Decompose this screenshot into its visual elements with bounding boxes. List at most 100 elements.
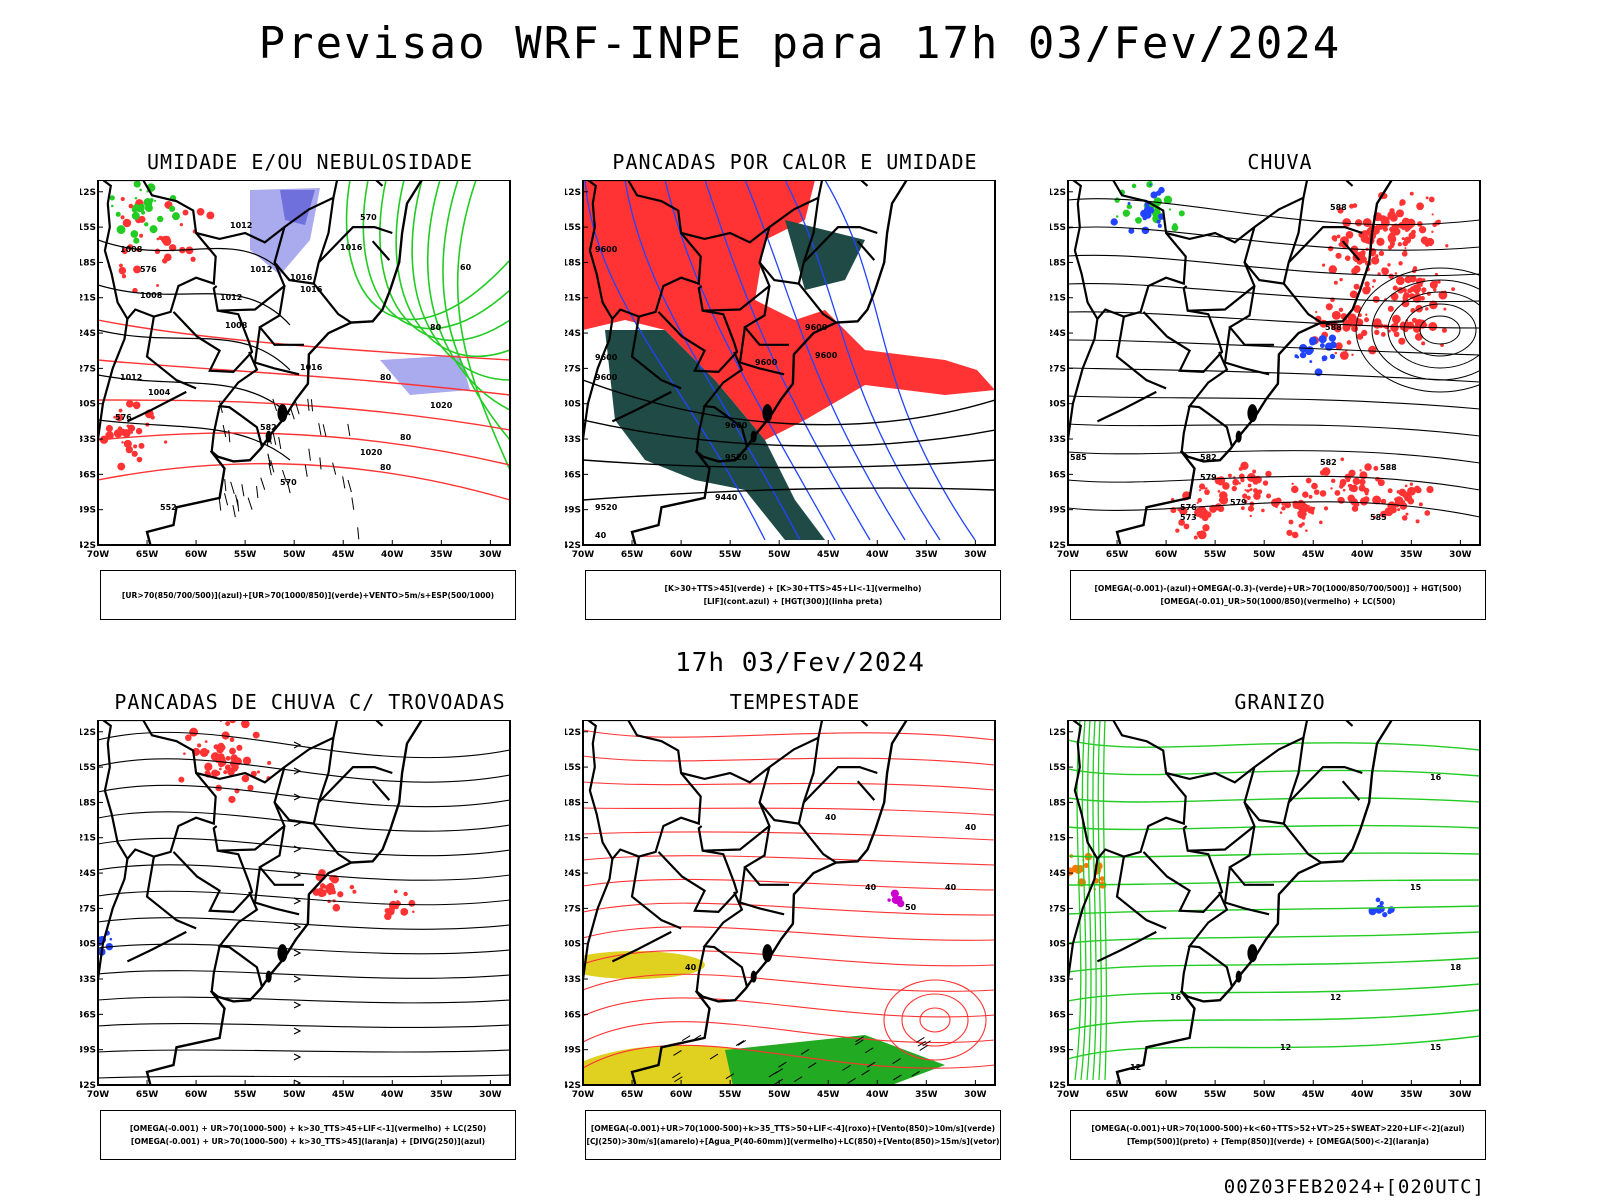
border-line [1341, 240, 1361, 261]
precip-blob [1149, 183, 1152, 186]
wind-vector [218, 498, 222, 511]
precip-blob [1299, 351, 1307, 359]
contour-line [583, 926, 995, 941]
precip-blob [1396, 490, 1401, 494]
streamline-arrow [293, 897, 302, 905]
lat-tick-label: 42S [1050, 541, 1066, 551]
contour-line [919, 1007, 951, 1033]
border-line [210, 945, 221, 991]
lat-tick-label: 30S [565, 400, 581, 410]
wind-vector [307, 398, 310, 411]
lat-tick-label: 15S [80, 223, 96, 233]
contour-line [583, 459, 995, 469]
contour-line [624, 180, 801, 541]
wind-vector [916, 1037, 925, 1043]
border-line [172, 825, 254, 914]
precip-blob [1407, 288, 1413, 294]
precip-blob [116, 225, 126, 235]
precip-blob [1261, 508, 1265, 513]
precip-blob [1387, 263, 1391, 267]
precip-blob [1243, 499, 1248, 504]
border-line [743, 825, 789, 886]
precip-blob [1244, 489, 1247, 492]
precip-blob [111, 204, 114, 208]
wind-vector [310, 399, 314, 412]
precip-blob [138, 215, 146, 223]
legend-line: [OMEGA(-0.001)-(azul)+OMEGA(-0.3)-(verde… [1094, 584, 1462, 593]
precip-blob [1262, 480, 1269, 486]
border-line [1223, 867, 1270, 916]
precip-blob [1372, 495, 1382, 505]
border-line [1096, 390, 1157, 423]
map-frame [1067, 180, 1481, 546]
lon-tick-label: 55W [719, 550, 742, 560]
precip-blob [1339, 277, 1343, 282]
wind-vector [768, 1071, 778, 1078]
lon-tick-label: 40W [381, 550, 404, 560]
lon-tick-label: 70W [1057, 1090, 1080, 1100]
precip-blob [136, 456, 143, 463]
height-contour [1068, 283, 1480, 303]
precip-blob [121, 247, 128, 255]
wind-vector [673, 1050, 682, 1056]
contour-line [1074, 720, 1082, 1081]
precip-blob [1308, 494, 1313, 499]
precip-blob [1319, 490, 1327, 497]
precip-blob [1352, 477, 1361, 485]
precip-blob [196, 207, 205, 216]
precip-blob [1183, 523, 1190, 530]
precip-blob [887, 898, 891, 902]
border-line [217, 891, 263, 987]
border-line [1282, 282, 1322, 324]
lon-tick-label: 35W [1400, 1090, 1423, 1100]
precip-blob [1336, 234, 1341, 239]
precip-blob [1372, 295, 1380, 303]
lon-tick-label: 45W [1302, 550, 1325, 560]
precip-blob [1415, 277, 1424, 286]
lat-tick-label: 39S [1050, 506, 1066, 516]
lat-tick-label: 24S [80, 869, 96, 879]
precip-blob [393, 889, 398, 894]
wind-vector [228, 430, 231, 443]
precip-blob [1359, 469, 1362, 472]
precip-blob [118, 408, 123, 413]
border-line [630, 856, 682, 930]
map-svg: 16 15 12 18 12 16 12 15 12S 15S 18S 21S 24S 27S 30S 33S… [1050, 720, 1481, 1100]
precip-blob [131, 211, 140, 220]
precip-blob [352, 889, 357, 894]
precip-blob [393, 904, 399, 910]
lat-tick-label: 27S [1050, 364, 1066, 374]
lat-tick-label: 33S [565, 435, 581, 445]
precip-blob [1297, 499, 1305, 506]
lat-tick-label: 21S [1050, 294, 1066, 304]
precip-blob [412, 910, 415, 913]
precip-blob [1387, 501, 1396, 510]
precip-blob [119, 263, 123, 268]
panel-title: CHUVA [1247, 150, 1313, 174]
precip-blob [1199, 483, 1206, 490]
contour-line [784, 180, 941, 541]
panel-title: PANCADAS POR CALOR E UMIDADE [612, 150, 978, 174]
lat-tick-label: 36S [80, 470, 96, 480]
border-line [1142, 825, 1224, 914]
map-frame [1067, 720, 1481, 1086]
border-line [738, 327, 785, 376]
precip-blob [1392, 227, 1401, 236]
precip-blob [1445, 244, 1449, 248]
contour-value-label: 40 [965, 823, 977, 832]
precip-blob [1156, 219, 1161, 224]
lat-tick-label: 12S [565, 188, 581, 198]
precip-blob [1392, 293, 1399, 299]
precip-blob [1382, 912, 1388, 918]
precip-blob [1404, 484, 1408, 488]
contour-value-label: 579 [1200, 473, 1217, 482]
precip-blob [1373, 465, 1379, 471]
lat-tick-label: 18S [80, 258, 96, 268]
precip-blob [1305, 477, 1312, 484]
border-line [126, 930, 187, 963]
precip-blob [1242, 493, 1248, 499]
border-line [210, 405, 221, 451]
precip-blob [1307, 506, 1315, 514]
contour-value-label: 576 [1180, 503, 1197, 512]
